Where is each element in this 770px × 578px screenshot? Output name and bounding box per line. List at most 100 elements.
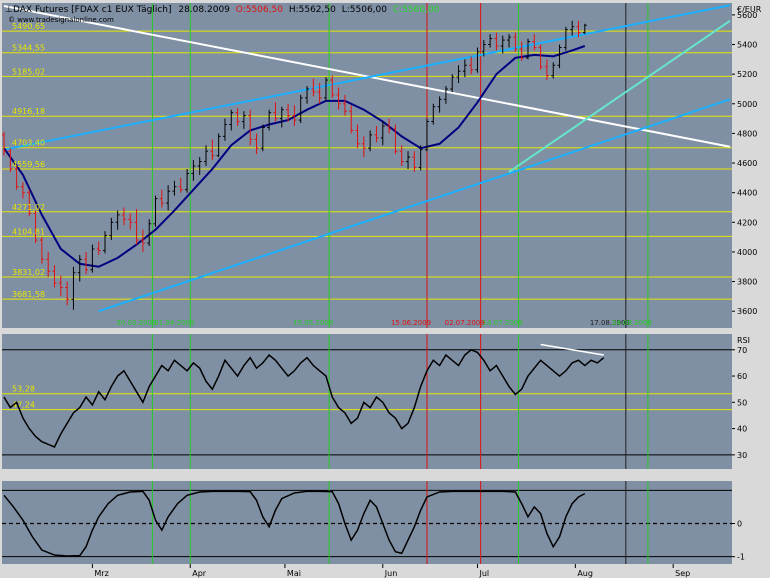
level-label: 4271,02 <box>12 203 45 212</box>
moving-average-line <box>3 45 586 268</box>
y-axis-unit: €/EUR <box>737 5 762 14</box>
rsi-y-tick-label: 40 <box>737 425 747 434</box>
price-bar <box>525 38 530 60</box>
header-date: 28.08.2009 <box>178 5 230 15</box>
price-bar <box>507 34 512 48</box>
price-bar <box>58 275 63 297</box>
price-bar <box>235 108 240 126</box>
price-bar <box>450 74 455 92</box>
price-bar <box>267 109 272 131</box>
price-bar <box>273 102 278 122</box>
price-bar <box>570 20 575 36</box>
x-tick-label: Jul <box>478 569 489 578</box>
price-bar <box>374 126 379 143</box>
price-bar <box>8 148 13 172</box>
marker-date-label: 24.08.2009 <box>612 319 652 327</box>
price-bar <box>204 145 209 166</box>
level-label: 4559,56 <box>12 160 45 169</box>
level-label: 4916,18 <box>12 107 45 116</box>
price-bar <box>191 160 196 181</box>
price-bar <box>298 94 303 124</box>
price-bar <box>84 251 89 275</box>
price-bar <box>519 41 524 61</box>
rsi-axis-title: RSI <box>737 336 750 345</box>
price-bar <box>424 118 429 152</box>
y-tick-label: 4400 <box>737 189 757 198</box>
price-bar <box>544 59 549 81</box>
rsi-y-tick-label: 30 <box>737 451 747 460</box>
x-tick-label: Mrz <box>94 569 108 578</box>
marker-date-label: 17.08.2009 <box>590 319 630 327</box>
price-bar <box>406 151 411 169</box>
price-bar <box>323 77 328 101</box>
marker-date-label: 14.07.2009 <box>483 319 523 327</box>
price-bar <box>443 86 448 104</box>
marker-date-label: 20.03.2009 <box>116 319 156 327</box>
marker-date-label: 02.07.2009 <box>445 319 485 327</box>
x-tick-label: Sep <box>675 569 690 578</box>
price-panel-background <box>2 3 732 328</box>
y-tick-label: 5600 <box>737 11 757 20</box>
instrument-name: DAX Futures [FDAX c1 EUX Täglich] <box>13 5 171 15</box>
price-bar <box>216 133 221 158</box>
header-open: O:5506,50 <box>236 5 283 15</box>
price-bar <box>260 124 265 152</box>
price-bar <box>178 177 183 193</box>
price-bar <box>109 217 114 241</box>
rsi-divergence-line <box>540 343 604 356</box>
level-label: 5344,55 <box>12 44 45 53</box>
price-bar <box>147 219 152 246</box>
trend-line <box>3 4 731 151</box>
price-bar <box>33 210 38 244</box>
price-bar <box>563 26 568 51</box>
price-bar <box>342 94 347 116</box>
price-bar <box>475 47 480 73</box>
y-tick-label: 5000 <box>737 100 757 109</box>
price-bar <box>254 133 259 155</box>
price-bar <box>456 65 461 84</box>
price-bar <box>469 56 474 75</box>
y-tick-label: 4200 <box>737 218 757 227</box>
price-bar <box>387 118 392 134</box>
price-bar <box>65 281 70 306</box>
price-bar <box>153 195 158 227</box>
price-bar <box>532 34 537 51</box>
y-tick-label: 3600 <box>737 307 757 316</box>
level-label: 5490,65 <box>12 22 45 31</box>
trend-line <box>508 19 731 173</box>
price-bar <box>311 78 316 97</box>
price-bar <box>128 213 133 230</box>
x-tick-label: Jun <box>384 569 398 578</box>
price-bar <box>241 111 246 129</box>
price-bar <box>159 189 164 208</box>
price-bar <box>52 265 57 288</box>
price-bar <box>582 23 587 35</box>
rsi-level-label: 53,28 <box>12 385 35 394</box>
price-bar <box>305 86 310 104</box>
price-bar <box>210 139 215 161</box>
price-bar <box>121 207 126 226</box>
level-label: 3831,02 <box>12 268 45 277</box>
price-bar <box>292 105 297 126</box>
level-label: 3681,58 <box>12 290 45 299</box>
price-bar <box>248 109 253 146</box>
price-bar <box>229 109 234 131</box>
price-bar <box>39 237 44 264</box>
marker-date-label: 15.05.2009 <box>293 319 333 327</box>
price-bar <box>412 151 417 172</box>
trend-line <box>98 98 731 313</box>
price-bar <box>71 266 76 310</box>
rsi-panel-background <box>2 334 732 469</box>
header-low: L:5506,00 <box>342 5 388 15</box>
price-bar <box>349 105 354 134</box>
source-credit: © www.tradesignalonline.com <box>8 16 114 24</box>
price-bar <box>437 96 442 113</box>
price-bar <box>286 103 291 122</box>
osc-y-tick-label: -1 <box>737 553 745 562</box>
price-bar <box>14 166 19 190</box>
level-label: 4703,40 <box>12 139 45 148</box>
y-tick-label: 4000 <box>737 248 757 257</box>
price-bar <box>513 32 518 52</box>
price-bar <box>115 210 120 230</box>
